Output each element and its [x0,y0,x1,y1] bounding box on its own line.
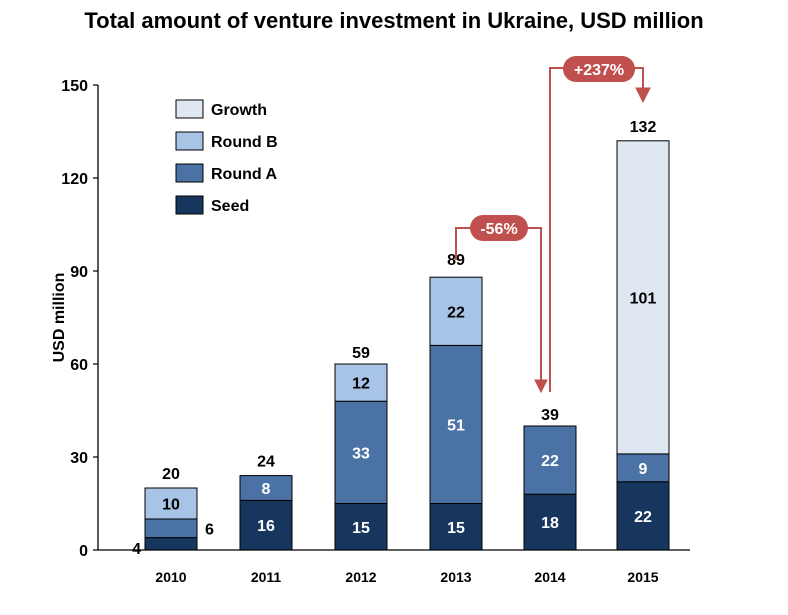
data-label: 9 [639,461,648,478]
change-badge-label: +237% [574,62,624,79]
total-label: 39 [541,407,559,424]
data-label: 16 [257,518,275,535]
legend-swatch [175,163,204,183]
data-label: 15 [447,520,465,537]
bar-segment [334,400,388,505]
y-tick-label: 30 [70,450,88,467]
legend-label: Seed [211,198,249,215]
data-label: 10 [162,497,180,514]
y-tick-label: 60 [70,357,88,374]
data-label: 4 [132,541,141,558]
bar-segment [144,487,198,520]
bar-segment [334,503,388,551]
y-tick-label: 90 [70,264,88,281]
data-label: 51 [447,417,465,434]
data-label: 8 [262,481,271,498]
y-tick-label: 120 [61,171,88,188]
data-label: 33 [352,445,370,462]
legend-label: Round B [211,134,278,151]
bar-segment [616,140,670,455]
change-badge [563,56,635,82]
y-tick-label: 0 [79,543,88,560]
bar-segment [144,537,198,551]
bar-segment [523,493,577,551]
x-tick-label: 2011 [251,569,282,585]
bar-segment [239,499,293,551]
total-label: 132 [630,119,657,136]
arrow-head [534,379,548,394]
total-label: 59 [352,345,370,362]
total-label: 89 [447,252,465,269]
bar-segment [429,276,483,346]
change-badge [470,215,528,241]
data-label: 22 [634,509,652,526]
data-label: 15 [352,520,370,537]
x-tick-label: 2010 [155,569,186,585]
y-tick-label: 150 [61,78,88,95]
bar-segment [523,425,577,495]
total-label: 20 [162,466,180,483]
arrow-head [635,87,651,104]
bar-segment [144,518,198,539]
data-label: 101 [630,290,657,307]
data-label: 6 [205,521,214,538]
bar-segment [429,344,483,504]
x-tick-label: 2015 [627,569,658,585]
data-label: 18 [541,515,559,532]
legend-label: Round A [211,166,278,183]
change-badge-label: -56% [480,221,517,238]
data-label: 22 [447,304,465,321]
legend-swatch [175,99,204,119]
chart-title: Total amount of venture investment in Uk… [84,8,704,33]
bar-segment [239,475,293,501]
x-tick-label: 2013 [440,569,471,585]
legend-swatch [175,131,204,151]
x-tick-label: 2012 [345,569,376,585]
bar-segment [616,453,670,483]
legend-label: Growth [211,102,267,119]
x-tick-label: 2014 [534,569,565,585]
y-axis-title: USD million [51,273,68,363]
bar-segment [334,363,388,402]
legend-swatch [175,195,204,215]
data-label: 22 [541,453,559,470]
total-label: 24 [257,454,275,471]
data-label: 12 [352,376,370,393]
